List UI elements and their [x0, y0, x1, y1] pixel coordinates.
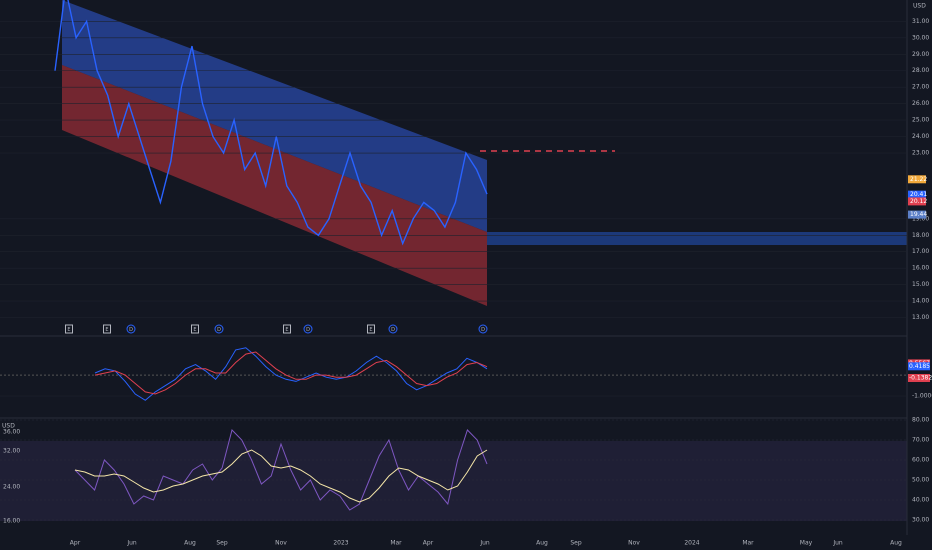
rsi-tick-label: 50.00	[912, 477, 929, 484]
price-tick-label: 28.00	[912, 67, 929, 74]
time-tick-label: Jun	[479, 540, 490, 547]
event-marker	[303, 324, 313, 334]
price-tick-label: 16.00	[912, 265, 929, 272]
price-label: 21.22	[910, 176, 927, 183]
price-label-box	[908, 197, 926, 206]
event-marker-label: E	[105, 327, 108, 333]
time-tick-label: Sep	[570, 540, 582, 547]
price-tick-label: 19.00	[912, 215, 929, 222]
time-tick-label: Apr	[423, 540, 434, 547]
macd-line	[94, 347, 488, 401]
signal-line	[94, 351, 488, 395]
event-marker	[478, 324, 488, 334]
rsi-band	[0, 441, 907, 521]
event-marker	[191, 324, 199, 334]
price-label-box	[908, 175, 926, 184]
rsi-tick-label: 40.00	[912, 497, 929, 504]
rsi_ma-line	[74, 449, 488, 503]
time-tick-label: Nov	[628, 540, 640, 547]
event-marker	[388, 324, 398, 334]
event-marker-label: D	[306, 327, 310, 333]
macd-label-box	[908, 373, 930, 382]
price-tick-label: 13.00	[912, 314, 929, 321]
rsi-left-tick: 32.00	[3, 448, 20, 455]
time-tick-label: Aug	[184, 540, 196, 547]
price-label-box	[908, 210, 926, 219]
time-tick-label: Jun	[126, 540, 137, 547]
rsi-left-tick: 24.00	[3, 484, 20, 491]
rsi-tick-label: 60.00	[912, 457, 929, 464]
time-tick-label: Aug	[890, 540, 902, 547]
event-marker	[367, 324, 375, 334]
time-tick-label: Mar	[390, 540, 402, 547]
event-marker-label: D	[129, 327, 133, 333]
event-marker-label: E	[193, 327, 196, 333]
event-marker	[103, 324, 111, 334]
support-zone	[487, 232, 907, 245]
event-marker-label: D	[217, 327, 221, 333]
rsi-left-tick: 36.00	[3, 429, 20, 436]
price-tick-label: 27.00	[912, 84, 929, 91]
event-marker	[126, 324, 136, 334]
macd-label-box	[908, 362, 930, 371]
price-tick-label: 29.00	[912, 51, 929, 58]
time-tick-label: 2024	[684, 540, 699, 547]
rsi-left-tick: 16.00	[3, 518, 20, 525]
price-tick-label: 17.00	[912, 248, 929, 255]
price-tick-label: 31.00	[912, 18, 929, 25]
price-tick-label: 30.00	[912, 34, 929, 41]
time-tick-label: 2023	[333, 540, 348, 547]
price-label-box	[908, 190, 926, 199]
price-tick-label: 24.00	[912, 133, 929, 140]
event-marker-label: E	[67, 327, 70, 333]
time-tick-label: Mar	[742, 540, 754, 547]
price-tick-label: 15.00	[912, 281, 929, 288]
price-label: 19.44	[910, 211, 927, 218]
price-tick-label: 14.00	[912, 298, 929, 305]
event-marker-label: E	[285, 327, 288, 333]
event-marker-label: D	[481, 327, 485, 333]
price-tick-label: 23.00	[912, 150, 929, 157]
rsi-tick-label: 70.00	[912, 437, 929, 444]
macd-label: -0.1382	[909, 374, 932, 381]
time-tick-label: Sep	[216, 540, 228, 547]
price-label: 20.12	[910, 198, 927, 205]
close-line	[54, 0, 488, 246]
macd-label: 0.4185	[909, 363, 930, 370]
event-marker-label: D	[391, 327, 395, 333]
rsi-left-unit: USD	[2, 423, 15, 430]
time-tick-label: Jun	[832, 540, 843, 547]
channel-upper	[62, 0, 487, 232]
time-tick-label: Aug	[536, 540, 548, 547]
rsi-tick-label: 80.00	[912, 417, 929, 424]
channel-lower	[62, 65, 487, 306]
event-marker	[283, 324, 291, 334]
price-unit: USD	[913, 3, 926, 10]
time-tick-label: Nov	[275, 540, 287, 547]
event-marker-label: E	[369, 327, 372, 333]
time-tick-label: May	[800, 540, 813, 547]
price-tick-label: 26.00	[912, 100, 929, 107]
rsi-tick-label: 30.00	[912, 517, 929, 524]
price-label: 20.41	[910, 191, 927, 198]
event-marker	[65, 324, 73, 334]
price-tick-label: 25.00	[912, 117, 929, 124]
price-tick-label: 18.00	[912, 232, 929, 239]
time-tick-label: Apr	[70, 540, 81, 547]
event-marker	[214, 324, 224, 334]
